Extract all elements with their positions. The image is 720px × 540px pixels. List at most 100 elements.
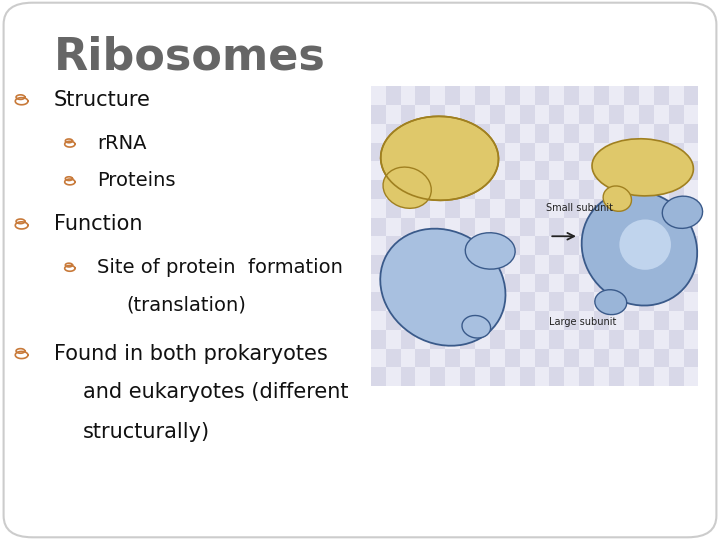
Bar — [534, 86, 549, 105]
Bar — [549, 143, 564, 161]
Bar — [564, 330, 580, 349]
Bar — [431, 124, 445, 143]
Bar — [505, 311, 520, 330]
Bar — [460, 255, 475, 274]
Bar — [505, 349, 520, 367]
Bar — [594, 311, 609, 330]
FancyBboxPatch shape — [4, 3, 716, 537]
Bar — [505, 237, 520, 255]
Bar — [431, 105, 445, 124]
Bar — [415, 143, 431, 161]
Bar — [505, 274, 520, 293]
Bar — [624, 199, 639, 218]
Bar — [683, 105, 698, 124]
Bar — [460, 86, 475, 105]
Bar — [639, 218, 654, 237]
Bar — [639, 237, 654, 255]
Bar — [445, 199, 460, 218]
Bar — [371, 105, 386, 124]
Bar — [549, 367, 564, 386]
Bar — [520, 105, 534, 124]
Bar — [624, 293, 639, 311]
Bar — [400, 255, 415, 274]
Bar — [594, 161, 609, 180]
Bar — [520, 349, 534, 367]
Bar — [400, 293, 415, 311]
Bar — [520, 293, 534, 311]
Bar — [580, 367, 594, 386]
Bar — [460, 105, 475, 124]
Bar — [400, 86, 415, 105]
Bar — [549, 180, 564, 199]
Bar — [505, 161, 520, 180]
Bar — [475, 255, 490, 274]
Bar — [580, 124, 594, 143]
Bar — [669, 255, 683, 274]
Bar — [371, 199, 386, 218]
Bar — [400, 349, 415, 367]
Bar — [445, 330, 460, 349]
Bar — [505, 330, 520, 349]
Bar — [609, 274, 624, 293]
Text: Small subunit: Small subunit — [546, 203, 613, 213]
Bar — [534, 311, 549, 330]
Bar — [415, 255, 431, 274]
Bar — [639, 367, 654, 386]
Bar — [534, 143, 549, 161]
Bar — [505, 124, 520, 143]
Bar — [594, 143, 609, 161]
Bar — [654, 124, 669, 143]
Bar — [505, 105, 520, 124]
Bar — [460, 349, 475, 367]
Bar — [475, 274, 490, 293]
Bar — [431, 311, 445, 330]
Bar — [594, 86, 609, 105]
Bar — [400, 274, 415, 293]
Bar — [475, 293, 490, 311]
Bar — [490, 274, 505, 293]
Bar — [594, 237, 609, 255]
Bar — [520, 330, 534, 349]
Bar — [669, 330, 683, 349]
Text: Structure: Structure — [54, 90, 151, 110]
Bar — [564, 199, 580, 218]
Bar — [431, 161, 445, 180]
Bar — [400, 199, 415, 218]
Bar — [460, 293, 475, 311]
Ellipse shape — [662, 196, 703, 228]
Bar — [624, 367, 639, 386]
Bar — [624, 349, 639, 367]
Bar — [415, 124, 431, 143]
Bar — [460, 367, 475, 386]
Bar — [490, 105, 505, 124]
Bar — [371, 293, 386, 311]
Bar — [505, 86, 520, 105]
Bar — [549, 330, 564, 349]
Bar — [654, 237, 669, 255]
Bar — [445, 86, 460, 105]
Bar — [475, 105, 490, 124]
Bar — [371, 180, 386, 199]
Bar — [371, 124, 386, 143]
Bar — [534, 255, 549, 274]
Bar — [431, 293, 445, 311]
Bar — [580, 255, 594, 274]
Bar — [445, 124, 460, 143]
Bar — [460, 180, 475, 199]
Bar — [490, 367, 505, 386]
Bar — [400, 105, 415, 124]
Bar — [654, 367, 669, 386]
Bar — [609, 237, 624, 255]
Bar — [683, 349, 698, 367]
Bar — [609, 255, 624, 274]
Bar — [415, 180, 431, 199]
Bar — [669, 161, 683, 180]
Ellipse shape — [592, 139, 693, 196]
Bar — [609, 330, 624, 349]
Bar — [669, 293, 683, 311]
Bar — [669, 124, 683, 143]
Bar — [683, 143, 698, 161]
Bar — [624, 274, 639, 293]
Ellipse shape — [603, 186, 631, 211]
Bar — [564, 86, 580, 105]
